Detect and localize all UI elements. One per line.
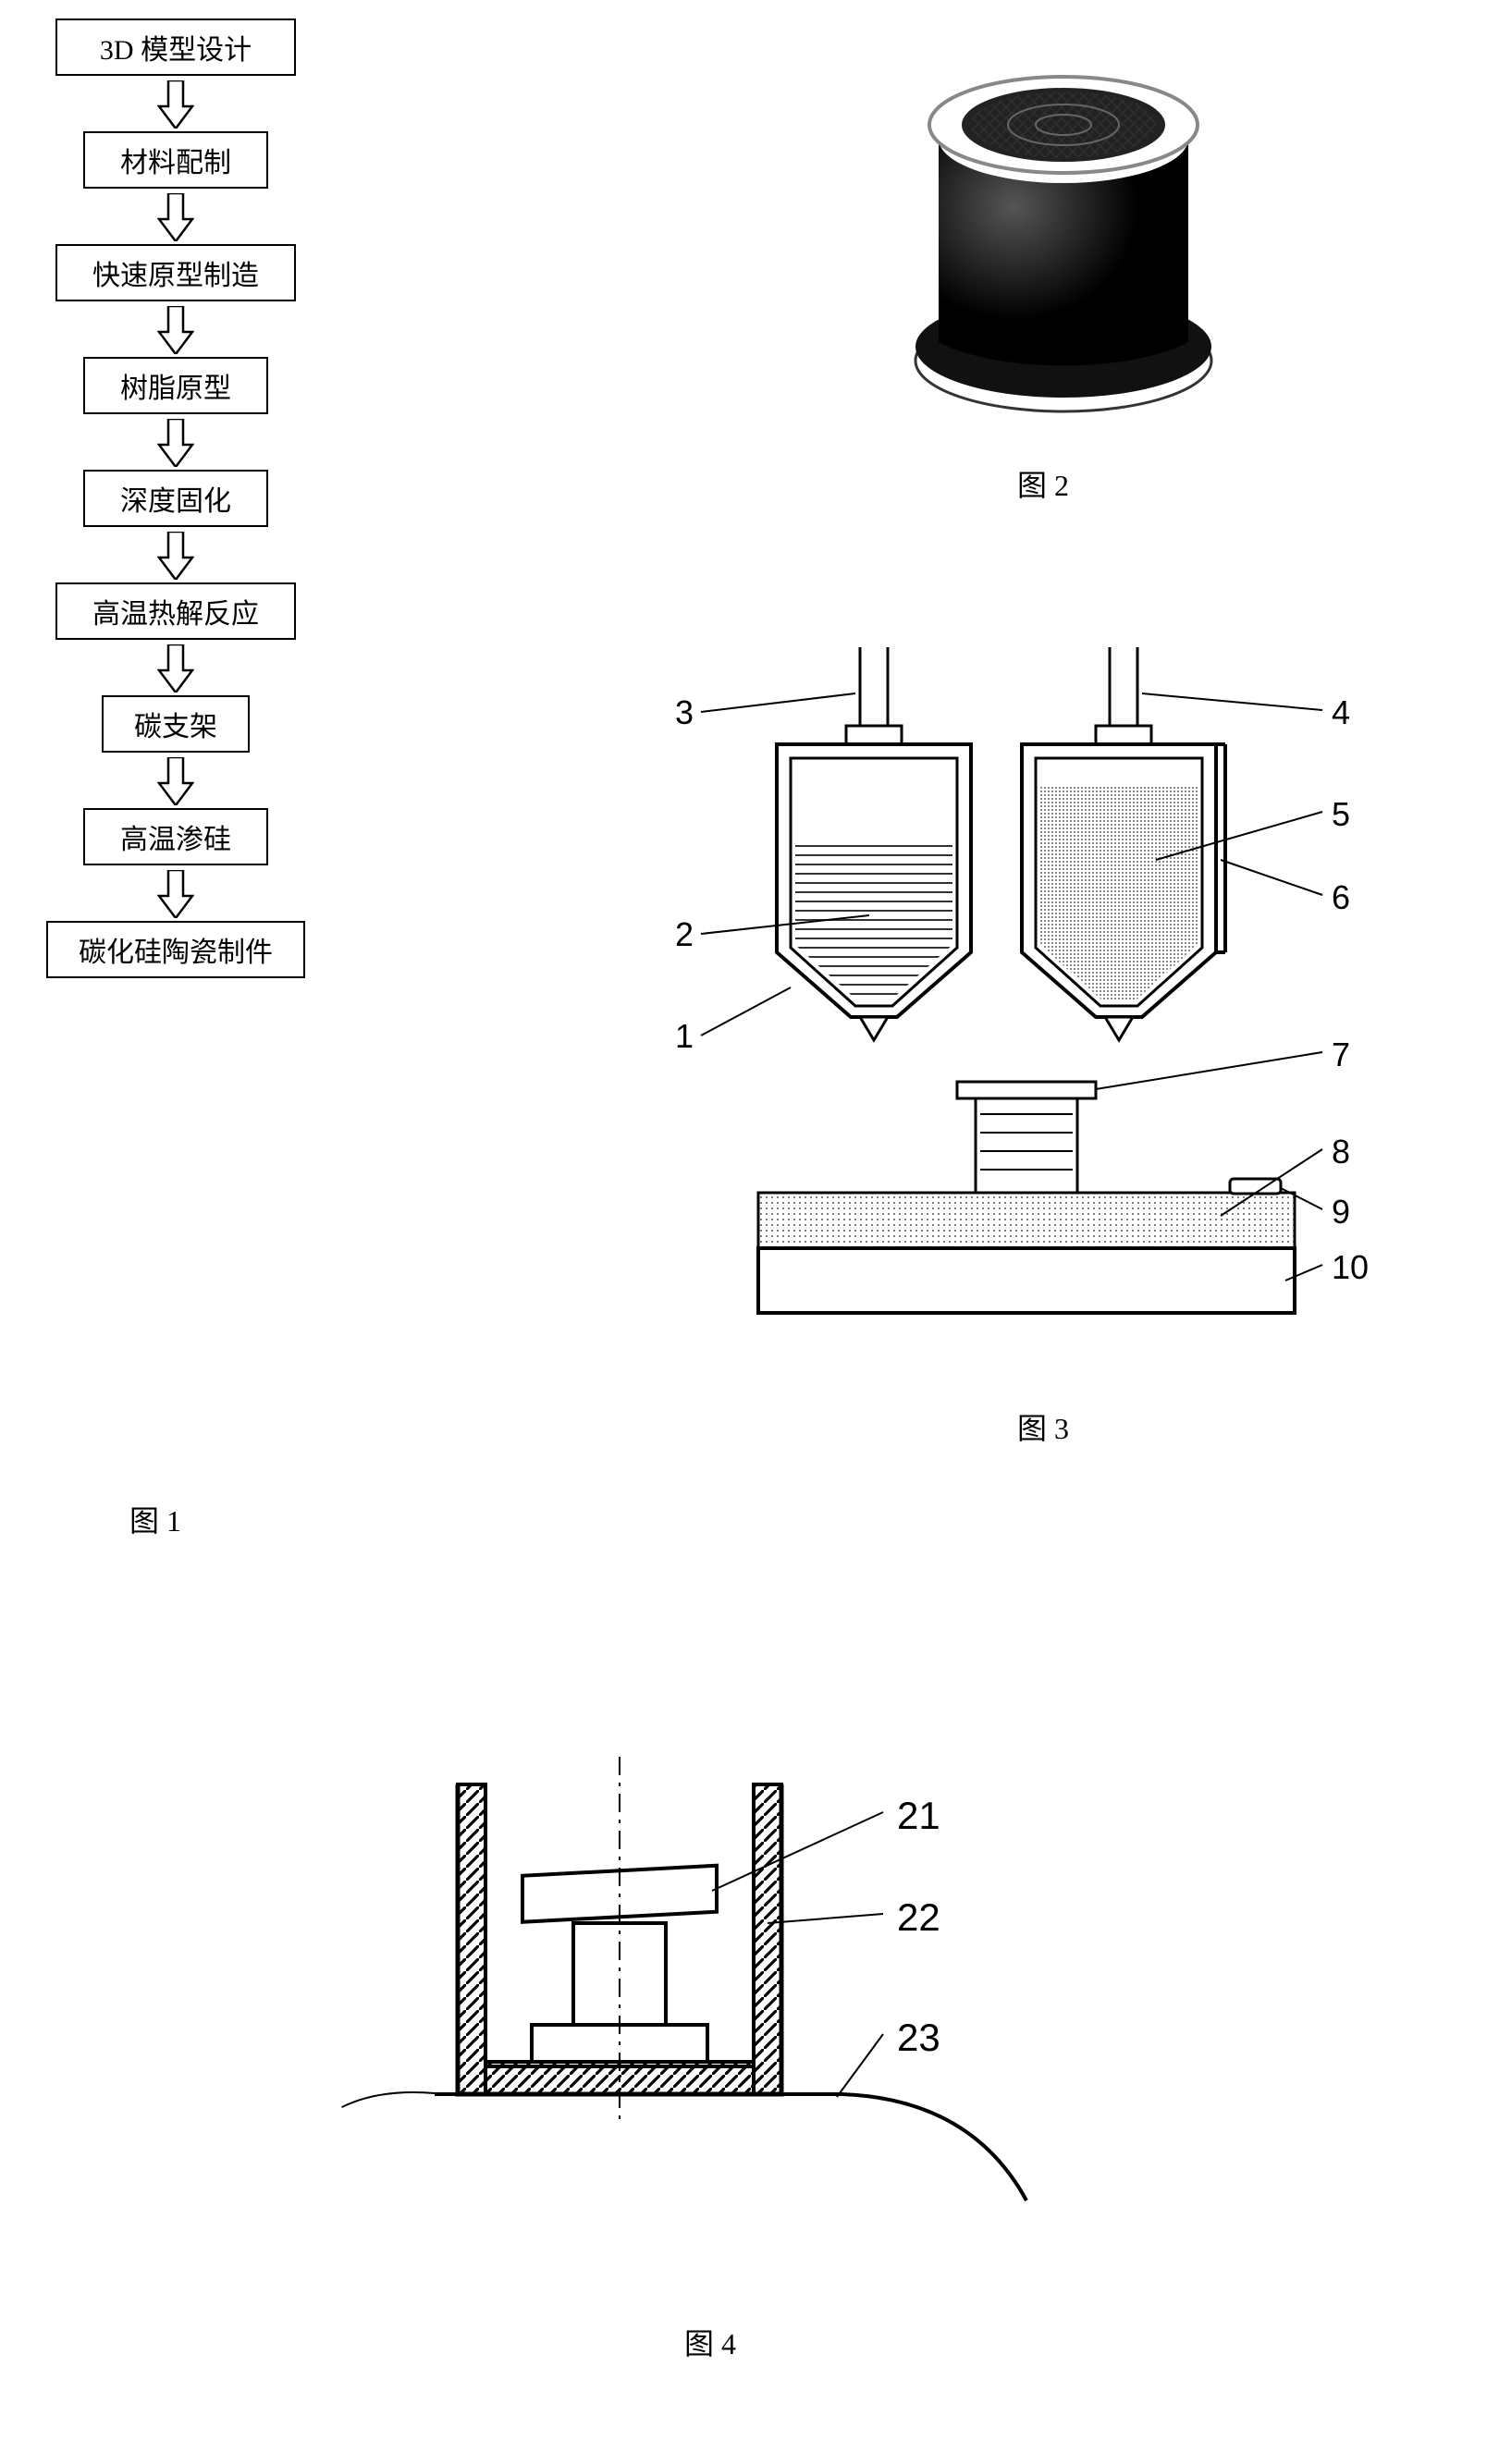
flow-arrow-3 <box>157 419 194 465</box>
fig4-label-23: 23 <box>897 2016 940 2060</box>
flow-arrow-4 <box>157 532 194 578</box>
fig3-label: 图 3 <box>1017 1405 1069 1448</box>
fig1-label: 图 1 <box>129 1498 181 1540</box>
flow-step-5: 高温热解反应 <box>55 582 296 640</box>
fig2-label: 图 2 <box>1017 462 1069 505</box>
flow-step-6: 碳支架 <box>102 695 250 753</box>
fig3-label-9: 9 <box>1332 1193 1350 1232</box>
flow-step-0: 3D 模型设计 <box>55 18 296 76</box>
flow-step-2: 快速原型制造 <box>55 244 296 301</box>
fig4-diagram: 21 22 23 <box>324 1738 1156 2293</box>
fig3-label-3: 3 <box>675 693 694 732</box>
flow-step-4: 深度固化 <box>83 470 268 527</box>
flow-step-3: 树脂原型 <box>83 357 268 414</box>
flowchart-fig1: 3D 模型设计材料配制快速原型制造树脂原型深度固化高温热解反应碳支架高温渗硅碳化… <box>37 18 305 978</box>
fig4-label-21: 21 <box>897 1794 940 1838</box>
fig3-diagram: 1 2 3 4 5 6 7 8 9 10 <box>647 601 1433 1387</box>
fig3-label-2: 2 <box>675 915 694 954</box>
flow-arrow-1 <box>157 193 194 239</box>
fig4-label-22: 22 <box>897 1895 940 1940</box>
flow-step-8: 碳化硅陶瓷制件 <box>46 921 305 978</box>
flow-arrow-5 <box>157 644 194 691</box>
flow-step-1: 材料配制 <box>83 131 268 189</box>
fig3-label-10: 10 <box>1332 1248 1369 1287</box>
fig3-label-8: 8 <box>1332 1133 1350 1171</box>
fig4-label: 图 4 <box>684 2321 736 2363</box>
fig2-image <box>851 18 1267 435</box>
flow-arrow-7 <box>157 870 194 916</box>
fig3-label-5: 5 <box>1332 795 1350 834</box>
fig3-label-4: 4 <box>1332 693 1350 732</box>
flow-arrow-6 <box>157 757 194 803</box>
flow-arrow-2 <box>157 306 194 352</box>
flow-arrow-0 <box>157 80 194 127</box>
fig3-label-1: 1 <box>675 1017 694 1056</box>
fig3-label-7: 7 <box>1332 1036 1350 1074</box>
flow-step-7: 高温渗硅 <box>83 808 268 865</box>
fig3-label-6: 6 <box>1332 878 1350 917</box>
